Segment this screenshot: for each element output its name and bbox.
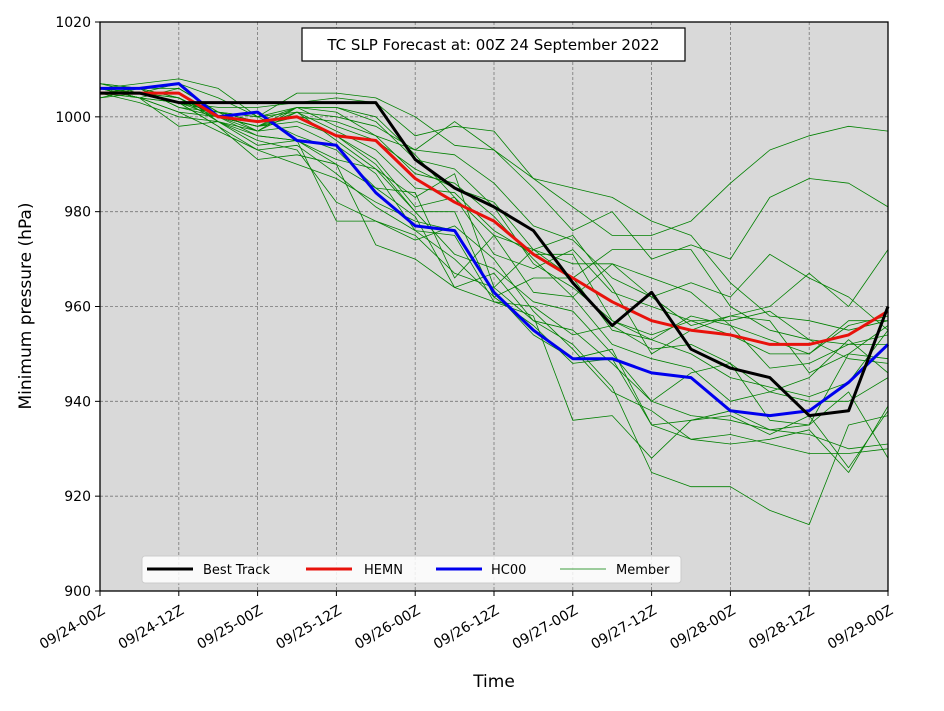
y-axis: 900 920 940 960 980 1000 1020	[55, 15, 100, 600]
y-tick-label: 960	[64, 300, 91, 316]
main-series-lines	[100, 82, 890, 418]
legend-label-member: Member	[616, 563, 670, 578]
title-box	[301, 27, 686, 62]
y-tick-label: 940	[64, 394, 91, 410]
member-line	[99, 88, 889, 402]
member-line	[99, 83, 889, 260]
x-tick-label: 09/24-12Z	[116, 603, 187, 653]
y-tick-label: 1020	[55, 15, 91, 31]
x-axis-label: Time	[472, 672, 515, 692]
member-line	[99, 83, 889, 459]
legend: Best Track HEMN HC00 Member	[141, 555, 682, 584]
hemn-line	[100, 91, 889, 346]
x-tick-label: 09/26-12Z	[431, 603, 502, 653]
x-tick-label: 09/26-00Z	[352, 603, 423, 653]
member-line	[99, 92, 889, 236]
x-tick-label: 09/24-00Z	[37, 603, 108, 653]
y-tick-label: 900	[64, 584, 91, 600]
best-track-line	[100, 91, 890, 418]
y-tick-label: 920	[64, 489, 91, 505]
x-tick-label: 09/27-12Z	[589, 603, 660, 653]
x-tick-label: 09/25-00Z	[195, 603, 266, 653]
x-tick-label: 09/27-00Z	[510, 603, 581, 653]
y-tick-label: 1000	[55, 110, 91, 126]
member-line	[99, 88, 889, 450]
member-line	[99, 88, 889, 525]
legend-box	[141, 555, 682, 584]
y-axis-label: Minimum pressure (hPa)	[16, 203, 36, 410]
x-tick-label: 09/29-00Z	[825, 603, 896, 653]
hc00-line	[100, 82, 890, 418]
x-tick-label: 09/25-12Z	[273, 603, 344, 653]
x-axis: 09/24-00Z 09/24-12Z 09/25-00Z 09/25-12Z 09/2…	[37, 591, 896, 653]
chart-title: TC SLP Forecast at: 00Z 24 September 202…	[326, 36, 659, 54]
member-line	[99, 92, 889, 426]
legend-label-hemn: HEMN	[364, 563, 403, 578]
legend-label-hc00: HC00	[491, 563, 526, 578]
x-tick-label: 09/28-00Z	[667, 603, 738, 653]
y-tick-label: 980	[64, 205, 91, 221]
legend-label-best-track: Best Track	[203, 563, 270, 578]
x-tick-label: 09/28-12Z	[746, 603, 817, 653]
